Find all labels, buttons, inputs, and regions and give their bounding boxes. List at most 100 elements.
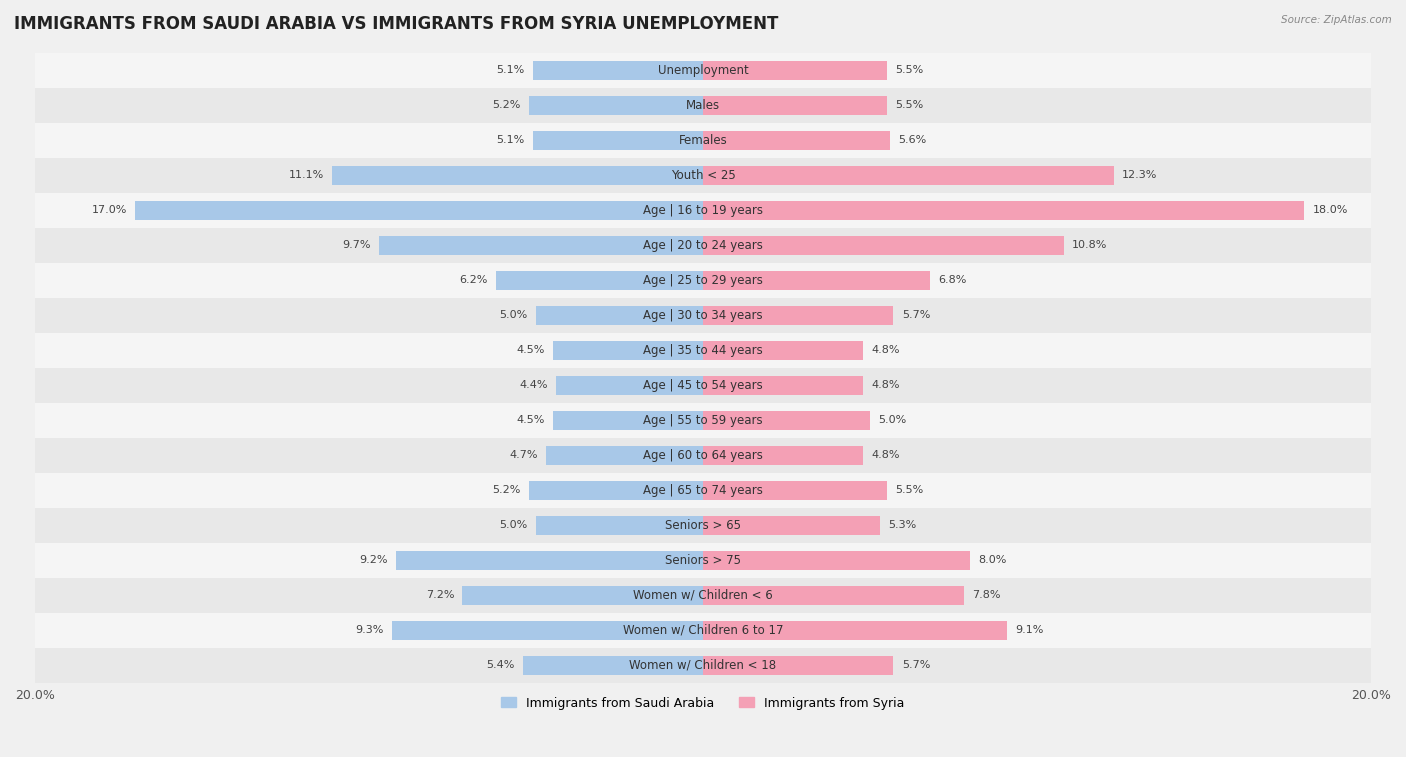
Text: IMMIGRANTS FROM SAUDI ARABIA VS IMMIGRANTS FROM SYRIA UNEMPLOYMENT: IMMIGRANTS FROM SAUDI ARABIA VS IMMIGRAN… <box>14 15 779 33</box>
Bar <box>703 235 1064 255</box>
Bar <box>553 411 703 430</box>
Bar <box>35 613 1371 648</box>
Bar <box>380 235 703 255</box>
Bar <box>533 131 703 150</box>
Bar <box>536 306 703 325</box>
Bar <box>35 438 1371 473</box>
Text: Males: Males <box>686 99 720 112</box>
Bar <box>392 621 703 640</box>
Text: 5.0%: 5.0% <box>499 521 527 531</box>
Text: 9.7%: 9.7% <box>342 241 371 251</box>
Bar <box>703 656 893 675</box>
Text: 5.2%: 5.2% <box>492 485 522 495</box>
Text: 6.2%: 6.2% <box>460 276 488 285</box>
Text: 5.5%: 5.5% <box>896 485 924 495</box>
Text: Age | 65 to 74 years: Age | 65 to 74 years <box>643 484 763 497</box>
Text: Seniors > 65: Seniors > 65 <box>665 519 741 532</box>
Text: 9.2%: 9.2% <box>359 556 387 565</box>
Bar <box>703 516 880 535</box>
Text: 4.8%: 4.8% <box>872 345 900 356</box>
Text: Age | 25 to 29 years: Age | 25 to 29 years <box>643 274 763 287</box>
Bar <box>703 481 887 500</box>
Bar <box>533 61 703 80</box>
Bar <box>35 53 1371 88</box>
Bar <box>35 158 1371 193</box>
Text: 5.6%: 5.6% <box>898 136 927 145</box>
Bar <box>703 271 931 290</box>
Text: 5.5%: 5.5% <box>896 65 924 76</box>
Bar <box>703 166 1114 185</box>
Bar <box>703 586 963 605</box>
Bar <box>703 306 893 325</box>
Text: 5.1%: 5.1% <box>496 65 524 76</box>
Bar <box>35 263 1371 298</box>
Text: Age | 30 to 34 years: Age | 30 to 34 years <box>643 309 763 322</box>
Text: 4.5%: 4.5% <box>516 345 544 356</box>
Bar <box>35 228 1371 263</box>
Bar <box>35 543 1371 578</box>
Bar <box>703 95 887 115</box>
Text: 5.3%: 5.3% <box>889 521 917 531</box>
Text: 4.8%: 4.8% <box>872 381 900 391</box>
Text: 7.8%: 7.8% <box>972 590 1001 600</box>
Text: Youth < 25: Youth < 25 <box>671 169 735 182</box>
Text: Females: Females <box>679 134 727 147</box>
Text: 12.3%: 12.3% <box>1122 170 1157 180</box>
Bar <box>703 446 863 465</box>
Text: 7.2%: 7.2% <box>426 590 454 600</box>
Text: 5.2%: 5.2% <box>492 101 522 111</box>
Text: 5.0%: 5.0% <box>499 310 527 320</box>
Bar <box>35 578 1371 613</box>
Bar <box>703 61 887 80</box>
Bar <box>523 656 703 675</box>
Text: 10.8%: 10.8% <box>1073 241 1108 251</box>
Text: Women w/ Children < 6: Women w/ Children < 6 <box>633 589 773 602</box>
Bar <box>703 131 890 150</box>
Bar <box>35 403 1371 438</box>
Bar <box>35 648 1371 683</box>
Bar <box>35 473 1371 508</box>
Text: 9.1%: 9.1% <box>1015 625 1043 635</box>
Bar <box>546 446 703 465</box>
Bar <box>703 551 970 570</box>
Text: 9.3%: 9.3% <box>356 625 384 635</box>
Text: Age | 45 to 54 years: Age | 45 to 54 years <box>643 379 763 392</box>
Bar <box>35 298 1371 333</box>
Bar <box>703 375 863 395</box>
Text: 4.8%: 4.8% <box>872 450 900 460</box>
Text: Age | 20 to 24 years: Age | 20 to 24 years <box>643 239 763 252</box>
Text: Women w/ Children < 18: Women w/ Children < 18 <box>630 659 776 672</box>
Bar <box>555 375 703 395</box>
Bar <box>553 341 703 360</box>
Text: Age | 60 to 64 years: Age | 60 to 64 years <box>643 449 763 462</box>
Text: Age | 55 to 59 years: Age | 55 to 59 years <box>643 414 763 427</box>
Bar <box>703 341 863 360</box>
Text: Age | 35 to 44 years: Age | 35 to 44 years <box>643 344 763 357</box>
Text: 5.7%: 5.7% <box>901 310 931 320</box>
Bar <box>536 516 703 535</box>
Text: 6.8%: 6.8% <box>938 276 967 285</box>
Text: Age | 16 to 19 years: Age | 16 to 19 years <box>643 204 763 217</box>
Text: 5.0%: 5.0% <box>879 416 907 425</box>
Bar <box>703 411 870 430</box>
Text: 5.5%: 5.5% <box>896 101 924 111</box>
Text: 5.7%: 5.7% <box>901 661 931 671</box>
Bar <box>496 271 703 290</box>
Text: 5.1%: 5.1% <box>496 136 524 145</box>
Text: 8.0%: 8.0% <box>979 556 1007 565</box>
Bar <box>35 508 1371 543</box>
Text: Unemployment: Unemployment <box>658 64 748 77</box>
Bar <box>35 333 1371 368</box>
Text: Women w/ Children 6 to 17: Women w/ Children 6 to 17 <box>623 624 783 637</box>
Text: 11.1%: 11.1% <box>288 170 323 180</box>
Text: Source: ZipAtlas.com: Source: ZipAtlas.com <box>1281 15 1392 25</box>
Bar <box>35 88 1371 123</box>
Bar <box>135 201 703 220</box>
Bar <box>35 193 1371 228</box>
Text: 5.4%: 5.4% <box>486 661 515 671</box>
Bar <box>395 551 703 570</box>
Text: 4.5%: 4.5% <box>516 416 544 425</box>
Bar <box>703 201 1305 220</box>
Text: 18.0%: 18.0% <box>1313 205 1348 216</box>
Text: 4.4%: 4.4% <box>519 381 548 391</box>
